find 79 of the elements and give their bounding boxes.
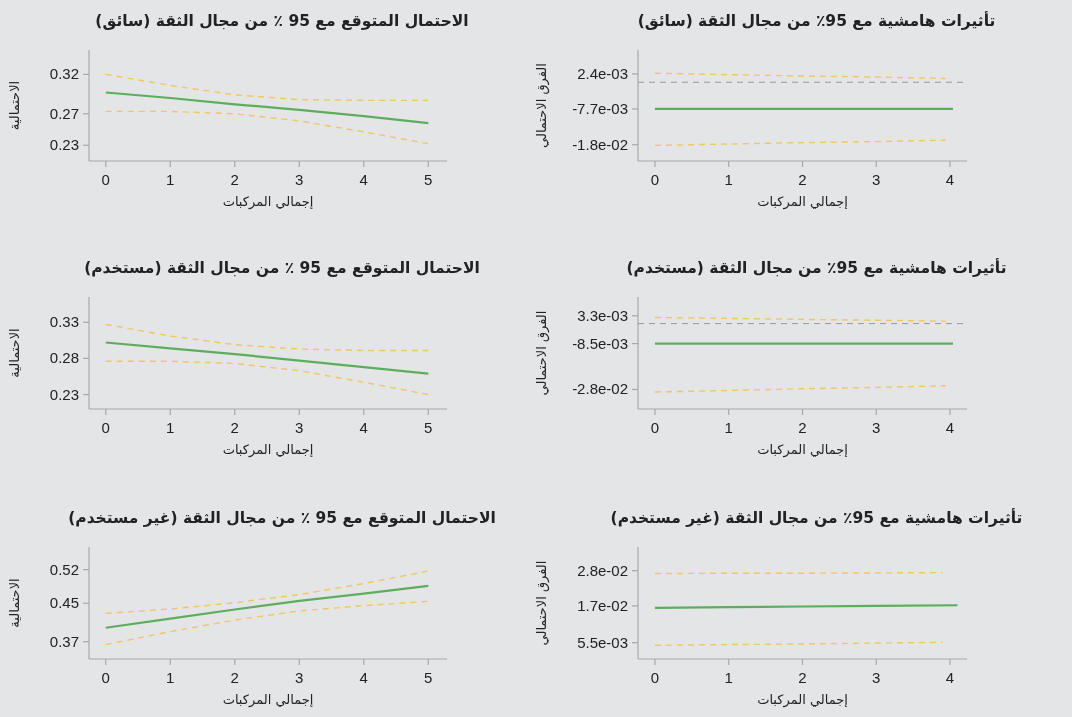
y-tick-label: -2.8e-02 — [572, 380, 628, 398]
x-tick-label: 0 — [650, 419, 660, 436]
y-tick-label: -1.8e-02 — [572, 135, 628, 153]
y-tick-label: -8.5e-03 — [572, 334, 628, 352]
x-tick-label: 0 — [101, 419, 110, 436]
x-tick-label: 4 — [945, 669, 955, 686]
x-tick-label: 4 — [359, 669, 368, 686]
x-tick-label: 1 — [724, 171, 733, 188]
x-tick-label: 1 — [166, 419, 175, 436]
x-tick-label: 0 — [650, 171, 660, 188]
x-tick-label: 3 — [295, 419, 304, 436]
x-tick-label: 1 — [166, 669, 175, 686]
x-tick-label: 2 — [798, 171, 807, 188]
x-tick-label: 1 — [724, 669, 733, 686]
y-axis-title: الفرق الاحتمالي — [534, 310, 550, 396]
y-tick-label: 5.5e-03 — [577, 633, 628, 651]
x-tick-label: 3 — [872, 171, 881, 188]
chart-title: تأثيرات هامشية مع 95٪ من مجال الثقة (غير مستخدم) — [610, 508, 1023, 527]
y-tick-label: 0.23 — [49, 385, 79, 403]
x-tick-label: 2 — [230, 669, 239, 686]
line-series — [105, 570, 429, 615]
line-series — [654, 385, 947, 393]
x-tick-label: 0 — [650, 669, 660, 686]
y-tick-label: 2.4e-03 — [577, 64, 628, 82]
x-tick-label: 5 — [424, 419, 433, 436]
x-tick-label: 3 — [872, 419, 881, 436]
y-tick-label: 0.23 — [49, 136, 79, 154]
y-axis-title: الفرق الاحتمالي — [534, 560, 550, 646]
y-tick-label: 0.45 — [49, 594, 79, 612]
x-tick-label: 2 — [230, 419, 239, 436]
x-axis-title: إجمالي المركبات — [222, 442, 314, 458]
x-axis-title: إجمالي المركبات — [757, 692, 848, 708]
x-tick-label: 4 — [359, 419, 368, 436]
x-tick-label: 3 — [295, 171, 304, 188]
x-tick-label: 4 — [945, 419, 955, 436]
line-series — [105, 600, 429, 646]
x-axis-title: إجمالي المركبات — [222, 194, 314, 210]
x-tick-label: 3 — [872, 669, 881, 686]
y-axis-title: الاحتمالية — [7, 328, 22, 378]
y-tick-label: 1.7e-02 — [577, 596, 628, 614]
x-tick-label: 4 — [359, 171, 368, 188]
line-series — [104, 341, 430, 375]
y-axis-title: الفرق الاحتمالي — [534, 63, 550, 148]
y-tick-label: 0.52 — [49, 560, 79, 578]
x-tick-label: 4 — [945, 171, 955, 188]
line-series — [104, 584, 430, 629]
y-tick-label: 0.32 — [49, 65, 79, 83]
x-tick-label: 5 — [424, 171, 433, 188]
line-series — [105, 360, 429, 396]
x-tick-label: 1 — [724, 419, 733, 436]
line-series — [105, 110, 429, 145]
chart-title: تأثيرات هامشية مع 95٪ من مجال الثقة (مستخدم) — [626, 258, 1007, 277]
y-tick-label: 2.8e-02 — [577, 561, 628, 579]
line-series — [105, 73, 429, 102]
y-tick-label: 0.37 — [49, 632, 79, 650]
line-series — [105, 323, 429, 352]
chart-title: تأثيرات هامشية مع 95٪ من مجال الثقة (سائق) — [637, 11, 996, 30]
line-series — [104, 91, 430, 125]
x-tick-label: 0 — [101, 171, 110, 188]
y-tick-label: -7.7e-03 — [572, 99, 628, 117]
y-tick-label: 0.28 — [49, 349, 79, 367]
x-tick-label: 2 — [798, 669, 807, 686]
x-tick-label: 2 — [798, 419, 807, 436]
y-tick-label: 0.33 — [49, 313, 79, 331]
y-axis-title: الاحتمالية — [7, 80, 22, 131]
x-tick-label: 0 — [101, 669, 110, 686]
y-axis-title: الاحتمالية — [7, 578, 22, 628]
x-axis-title: إجمالي المركبات — [222, 692, 314, 708]
chart-title: الاحتمال المتوقع مع 95 ٪ من مجال الثقة (غير مستخدم) — [68, 509, 496, 527]
x-tick-label: 1 — [166, 171, 175, 188]
x-tick-label: 3 — [295, 669, 304, 686]
x-tick-label: 5 — [424, 669, 433, 686]
chart-title: الاحتمال المتوقع مع 95 ٪ من مجال الثقة (سائق) — [95, 12, 469, 30]
chart-title: الاحتمال المتوقع مع 95 ٪ من مجال الثقة (مستخدم) — [84, 259, 480, 277]
y-tick-label: 3.3e-03 — [577, 306, 628, 324]
x-axis-title: إجمالي المركبات — [757, 442, 848, 458]
y-tick-label: 0.27 — [49, 104, 79, 122]
x-axis-title: إجمالي المركبات — [757, 194, 848, 210]
x-tick-label: 2 — [230, 171, 239, 188]
